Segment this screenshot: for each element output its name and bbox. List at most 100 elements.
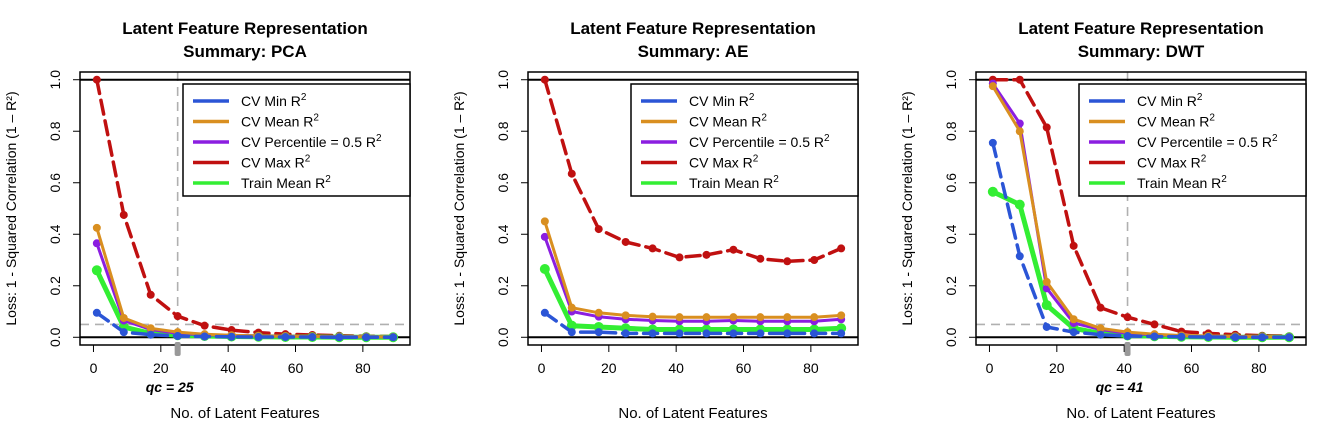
data-point — [281, 333, 290, 342]
data-point — [648, 312, 657, 321]
data-point — [1042, 322, 1051, 331]
series-line-1 — [95, 226, 395, 339]
data-point — [1204, 333, 1213, 342]
data-point — [1015, 75, 1024, 84]
data-point — [1096, 303, 1105, 312]
series-line-2 — [543, 235, 843, 323]
data-point — [254, 333, 263, 342]
data-point — [92, 239, 101, 248]
data-point — [729, 329, 738, 338]
y-tick-label: 0.0 — [943, 327, 959, 347]
y-tick-label: 0.8 — [943, 121, 959, 141]
x-axis-label: No. of Latent Features — [1066, 405, 1215, 422]
data-point — [729, 245, 738, 254]
data-point — [837, 329, 846, 338]
y-tick-label: 0.2 — [495, 276, 511, 296]
y-tick-label: 0.0 — [495, 327, 511, 347]
x-tick-label: 20 — [153, 360, 169, 376]
data-point — [988, 82, 997, 91]
data-point — [146, 290, 155, 299]
data-point — [621, 237, 630, 246]
y-tick-label: 0.4 — [495, 224, 511, 244]
data-point — [783, 257, 792, 266]
plot-frame — [79, 71, 411, 346]
chart-panel-1: Latent Feature Representation Summary: AE… — [451, 19, 859, 422]
y-tick-label: 0.6 — [47, 173, 63, 193]
data-point — [540, 232, 549, 241]
data-point — [756, 313, 765, 322]
data-point — [1042, 277, 1051, 286]
x-tick-label: 40 — [1116, 360, 1132, 376]
legend-label: CV Max R2 — [241, 154, 311, 171]
chart-title: Latent Feature Representation — [122, 19, 368, 38]
data-point — [783, 329, 792, 338]
data-point — [539, 264, 550, 275]
data-point — [1123, 313, 1132, 322]
x-tick-label: 80 — [355, 360, 371, 376]
y-tick-label: 0.8 — [495, 121, 511, 141]
data-point — [1258, 333, 1267, 342]
data-point — [540, 217, 549, 226]
y-tick-label: 0.6 — [943, 173, 959, 193]
data-point — [335, 333, 344, 342]
x-tick-label: 40 — [220, 360, 236, 376]
data-point — [756, 254, 765, 263]
data-point — [783, 313, 792, 322]
legend-label: CV Mean R2 — [241, 113, 319, 130]
legend-label: CV Percentile = 0.5 R2 — [241, 133, 382, 150]
chart-title: Latent Feature Representation — [570, 19, 816, 38]
data-point — [1015, 127, 1024, 136]
y-tick-label: 0.0 — [47, 327, 63, 347]
x-tick-label: 20 — [1049, 360, 1065, 376]
data-point — [92, 308, 101, 317]
data-point — [119, 328, 128, 337]
data-point — [173, 331, 182, 340]
data-point — [1096, 330, 1105, 339]
data-point — [594, 328, 603, 337]
y-tick-label: 0.2 — [943, 276, 959, 296]
legend-label: CV Percentile = 0.5 R2 — [689, 133, 830, 150]
data-point — [1041, 300, 1052, 311]
data-point — [729, 313, 738, 322]
data-point — [91, 265, 102, 276]
y-tick-label: 0.4 — [47, 224, 63, 244]
data-point — [1123, 331, 1132, 340]
data-point — [173, 312, 182, 321]
series-line-0 — [543, 311, 843, 336]
qc-marker — [1124, 342, 1131, 356]
data-point — [92, 223, 101, 232]
x-tick-label: 60 — [1184, 360, 1200, 376]
chart-panel-0: Latent Feature Representation Summary: PC… — [3, 19, 411, 422]
data-point — [675, 329, 684, 338]
legend-label: Train Mean R2 — [241, 174, 331, 191]
x-axis-label: No. of Latent Features — [618, 405, 767, 422]
x-tick-label: 60 — [288, 360, 304, 376]
data-point — [92, 75, 101, 84]
y-axis-label: Loss: 1 - Squared Correlation (1 – R²) — [899, 91, 915, 325]
legend-label: CV Percentile = 0.5 R2 — [1137, 133, 1278, 150]
chart-subtitle: Summary: DWT — [1078, 42, 1205, 61]
legend-label: CV Min R2 — [241, 92, 307, 109]
data-point — [308, 333, 317, 342]
data-point — [146, 330, 155, 339]
legend-label: CV Mean R2 — [1137, 113, 1215, 130]
data-point — [837, 244, 846, 253]
data-point — [540, 75, 549, 84]
legend-label: CV Mean R2 — [689, 113, 767, 130]
data-point — [1069, 328, 1078, 337]
y-tick-label: 1.0 — [495, 70, 511, 90]
qc-marker — [174, 342, 181, 356]
y-tick-label: 0.2 — [47, 276, 63, 296]
data-point — [810, 329, 819, 338]
data-point — [119, 210, 128, 219]
series-line-1 — [543, 219, 843, 319]
data-point — [200, 321, 209, 330]
data-point — [621, 329, 630, 338]
y-tick-label: 0.8 — [47, 121, 63, 141]
y-axis-label: Loss: 1 - Squared Correlation (1 – R²) — [451, 91, 467, 325]
data-point — [702, 250, 711, 259]
data-point — [621, 311, 630, 320]
series-line-0 — [991, 141, 1291, 340]
data-point — [648, 329, 657, 338]
y-tick-label: 0.4 — [943, 224, 959, 244]
